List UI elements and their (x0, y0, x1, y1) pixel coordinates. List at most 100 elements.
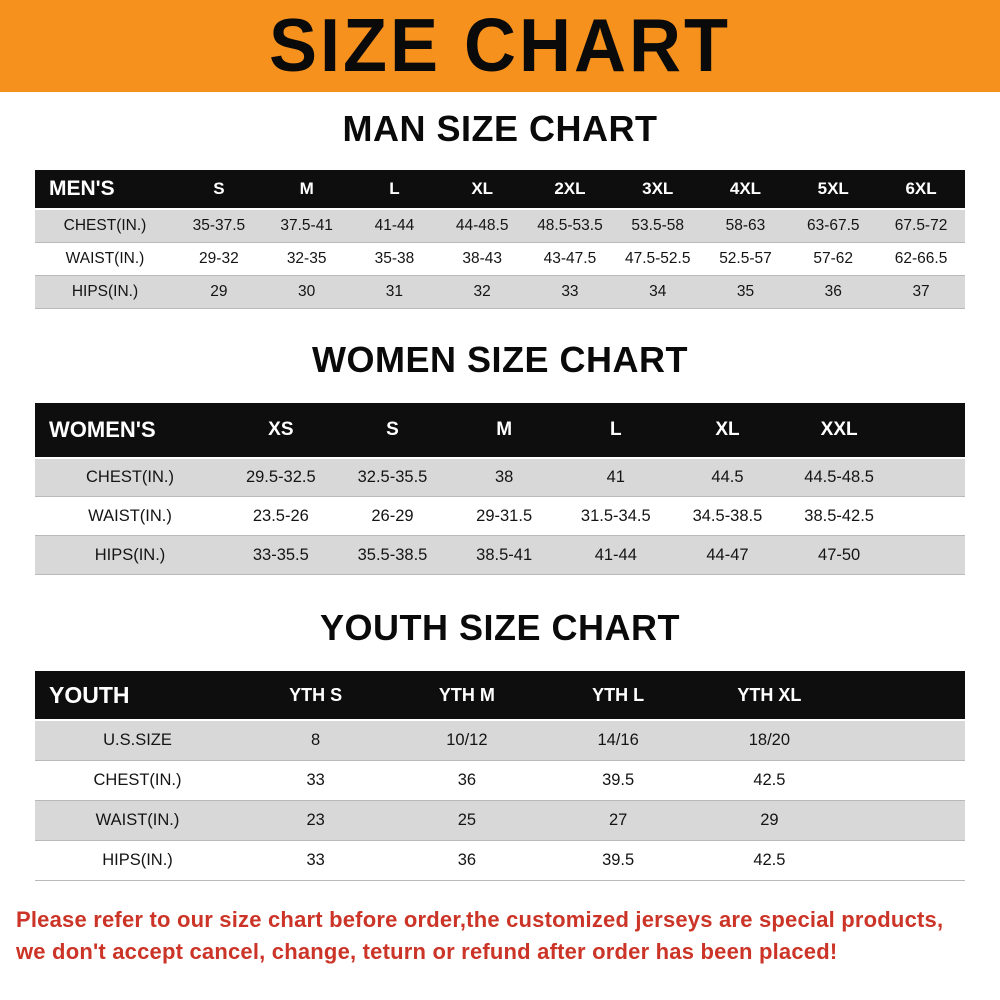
size-value: 41-44 (374, 216, 415, 234)
table-row: WAIST(IN.) 29-32 32-35 35-38 38-43 43-47.5 47.… (35, 242, 965, 275)
table-row: CHEST(IN.) 29.5-32.5 32.5-35.5 38 41 44.5 44.5… (35, 457, 965, 497)
table-row: HIPS(IN.) 33-35.5 35.5-38.5 38.5-41 41-44 44-… (35, 535, 965, 575)
size-value: 35.5-38.5 (357, 545, 428, 564)
size-column-header: 6XL (877, 170, 965, 209)
youth-section-heading: YOUTH SIZE CHART (319, 607, 680, 648)
size-value: 29 (210, 282, 228, 300)
size-value: 39.5 (602, 770, 635, 789)
size-value: 38-43 (462, 249, 502, 267)
size-value: 38.5-42.5 (804, 506, 874, 525)
size-value: 23.5-26 (252, 506, 309, 525)
table-row: WAIST(IN.) 23 25 27 29 (35, 800, 965, 840)
size-column-header: 2XL (526, 170, 614, 209)
size-column-header: M (262, 170, 351, 209)
spacer-cell (845, 720, 965, 760)
size-value: 44.5 (711, 467, 744, 486)
spacer-cell (845, 800, 965, 840)
row-label: HIPS(IN.) (94, 545, 166, 564)
table-row: CHEST(IN.) 35-37.5 37.5-41 41-44 44-48.5 48.5… (35, 209, 965, 242)
size-value: 42.5 (753, 770, 786, 789)
row-label: CHEST(IN.) (63, 216, 147, 234)
size-value: 31.5-34.5 (580, 506, 651, 525)
size-value: 30 (298, 282, 316, 300)
table-header-row: MEN'S S M L XL 2XL 3XL 4XL 5XL 6XL (35, 170, 965, 209)
size-value: 37 (912, 282, 930, 300)
size-value: 42.5 (753, 850, 786, 869)
row-label: CHEST(IN.) (86, 467, 174, 486)
table-header-row: YOUTH YTH S YTH M YTH L YTH XL (35, 671, 965, 720)
size-value: 39.5 (602, 850, 635, 869)
size-value: 58-63 (725, 216, 766, 234)
size-column-header: XXL (783, 402, 895, 458)
size-column-header: 5XL (789, 170, 878, 209)
size-value: 43-47.5 (543, 249, 597, 267)
size-value: 33 (306, 770, 325, 789)
table-header-row: WOMEN'S XS S M L XL XXL (35, 402, 965, 458)
spacer-cell (845, 671, 965, 720)
size-value: 44-47 (706, 545, 749, 564)
size-value: 38.5-41 (476, 545, 533, 564)
size-value: 26-29 (371, 506, 414, 525)
size-value: 35-38 (374, 249, 415, 267)
row-label: CHEST(IN.) (93, 770, 182, 789)
size-column-header: 3XL (613, 170, 702, 209)
size-value: 10/12 (446, 730, 488, 749)
row-label: U.S.SIZE (103, 730, 172, 749)
size-chart-page: SIZE CHART MAN SIZE CHART MEN'S S M L XL 2XL 3… (0, 0, 1000, 965)
size-value: 44-48.5 (455, 216, 509, 234)
table-title-cell: WOMEN'S (35, 402, 225, 458)
size-column-header: YTH XL (693, 671, 845, 720)
size-value: 34 (649, 282, 667, 300)
size-column-header: XL (438, 170, 527, 209)
size-value: 27 (608, 810, 628, 829)
man-size-section: MAN SIZE CHART MEN'S S M L XL 2XL 3XL 4XL 5XL 6XL… (0, 108, 1000, 309)
women-section-heading: WOMEN SIZE CHART (312, 338, 688, 380)
row-label: WAIST(IN.) (95, 810, 180, 829)
size-value: 29-31.5 (476, 506, 533, 525)
size-value: 29.5-32.5 (245, 467, 316, 486)
row-label: HIPS(IN.) (102, 850, 173, 869)
size-value: 38 (494, 467, 514, 486)
spacer-cell (895, 497, 965, 536)
size-value: 44.5-48.5 (804, 467, 874, 486)
size-value: 35-37.5 (192, 216, 246, 234)
size-value: 29-32 (199, 249, 239, 267)
order-notice: Please refer to our size chart before or… (16, 907, 1000, 965)
size-value: 36 (457, 770, 477, 789)
size-value: 25 (457, 810, 477, 829)
man-section-heading: MAN SIZE CHART (342, 108, 658, 149)
size-value: 47.5-52.5 (624, 249, 691, 267)
size-value: 23 (306, 810, 325, 829)
youth-size-table: YOUTH YTH S YTH M YTH L YTH XL U.S.SIZE 8 10/12… (35, 671, 965, 881)
row-label: WAIST(IN.) (65, 249, 145, 267)
size-column-header: XL (671, 402, 784, 458)
size-value: 41-44 (594, 545, 637, 564)
size-value: 29 (760, 810, 779, 829)
table-row: HIPS(IN.) 29 30 31 32 33 34 35 36 37 (35, 275, 965, 308)
size-value: 32 (473, 282, 491, 300)
size-column-header: L (350, 170, 439, 209)
size-value: 34.5-38.5 (692, 506, 763, 525)
size-column-header: XS (225, 402, 337, 458)
size-value: 53.5-58 (631, 216, 684, 234)
size-value: 52.5-57 (719, 249, 772, 267)
spacer-cell (845, 840, 965, 880)
size-value: 63-67.5 (806, 216, 860, 234)
table-title-cell: MEN'S (35, 170, 175, 209)
size-column-header: YTH S (240, 671, 392, 720)
size-value: 67.5-72 (894, 216, 948, 234)
size-column-header: M (448, 402, 560, 458)
table-row: CHEST(IN.) 33 36 39.5 42.5 (35, 760, 965, 800)
size-value: 36 (457, 850, 477, 869)
size-value: 37.5-41 (280, 216, 333, 234)
size-value: 33 (561, 282, 579, 300)
table-row: WAIST(IN.) 23.5-26 26-29 29-31.5 31.5-34.5 34… (35, 496, 965, 536)
size-column-header: YTH L (542, 671, 694, 720)
table-row: HIPS(IN.) 33 36 39.5 42.5 (35, 840, 965, 880)
size-value: 62-66.5 (894, 249, 948, 267)
women-size-section: WOMEN SIZE CHART WOMEN'S XS S M L XL XXL CHEST(… (0, 339, 1000, 576)
size-value: 14/16 (597, 730, 639, 749)
spacer-cell (895, 458, 965, 497)
size-column-header: S (175, 170, 263, 209)
table-title-cell: YOUTH (35, 671, 240, 720)
